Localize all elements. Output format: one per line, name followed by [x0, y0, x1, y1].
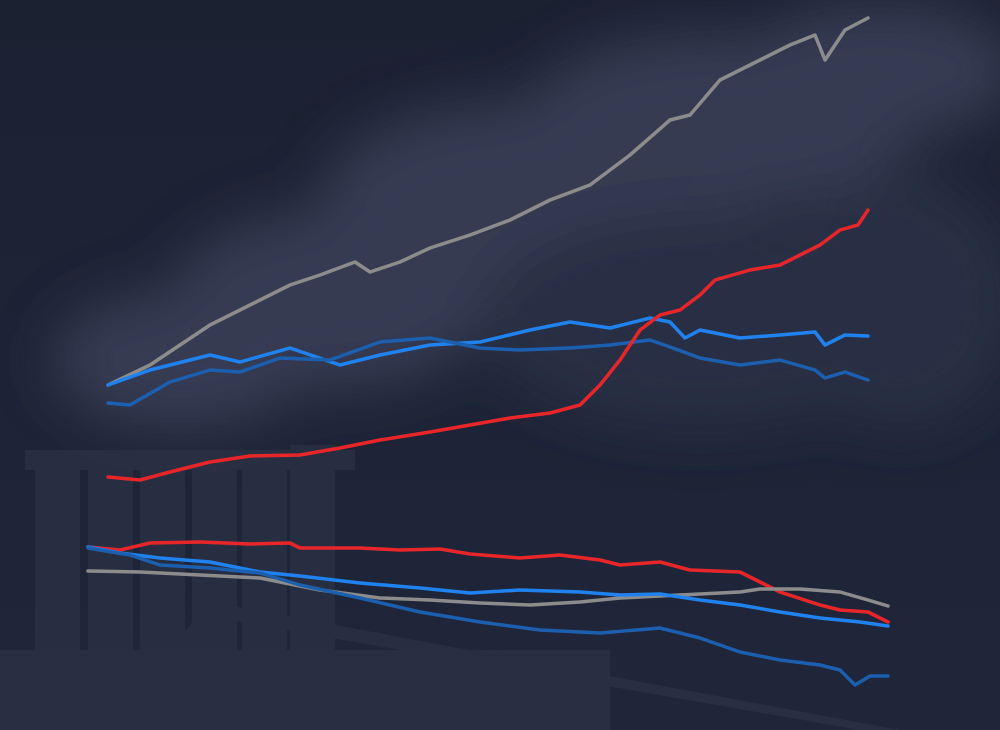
line [86, 546, 890, 687]
line [106, 16, 870, 387]
line [86, 540, 890, 624]
line [86, 569, 890, 608]
line [106, 316, 870, 387]
line [86, 545, 890, 628]
line [106, 336, 870, 407]
line [106, 208, 870, 482]
